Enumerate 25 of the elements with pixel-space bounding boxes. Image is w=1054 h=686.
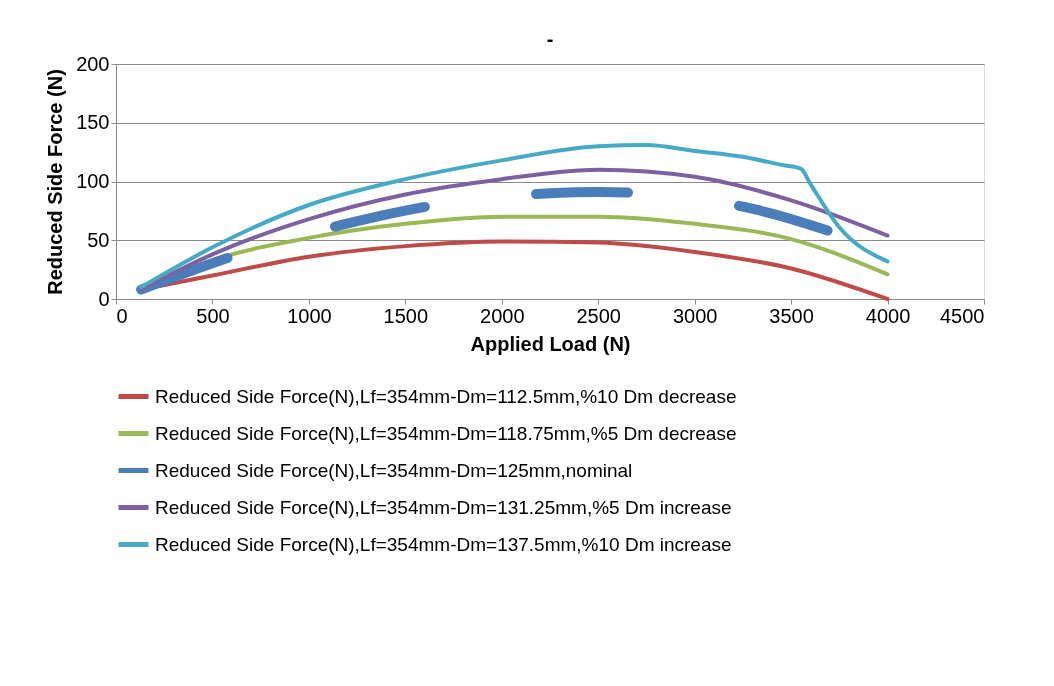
x-tick-label: 3000 [672,304,718,327]
legend-label: Reduced Side Force(N),Lf=354mm-Dm=131.25mm,%5 Dm increase [155,496,732,518]
x-tick-label: 3500 [769,304,814,327]
x-tick-label: 2000 [480,304,525,327]
y-tick-label: 0 [98,287,110,310]
legend-label: Reduced Side Force(N),Lf=354mm-Dm=118.75mm,%5 Dm decrease [155,422,737,444]
line-series [139,167,890,292]
x-tick-label: 1500 [383,304,429,327]
x-tick-label: 4500 [940,304,985,327]
x-tick-label: 1000 [287,304,332,327]
y-tick-label: 200 [76,52,110,75]
y-tick-label: 150 [76,111,110,134]
x-tick-label: 0 [116,304,128,327]
chart-title: - [546,28,554,50]
x-tick-label: 2500 [576,304,621,327]
legend-label: Reduced Side Force(N),Lf=354mm-Dm=125mm,nominal [155,459,633,481]
y-tick-label: 50 [87,228,110,251]
legend-label: Reduced Side Force(N),Lf=354mm-Dm=137.5mm,%10 Dm increase [155,533,732,555]
y-axis-title: Reduced Side Force (N) [44,69,67,295]
line-series [139,143,890,290]
y-tick-label: 100 [76,170,110,192]
x-axis-title: Applied Load (N) [470,332,631,355]
legend-label: Reduced Side Force(N),Lf=354mm-Dm=112.5mm,%10 Dm decrease [155,385,737,407]
x-tick-label: 4000 [865,304,911,327]
x-tick-label: 500 [196,304,230,327]
